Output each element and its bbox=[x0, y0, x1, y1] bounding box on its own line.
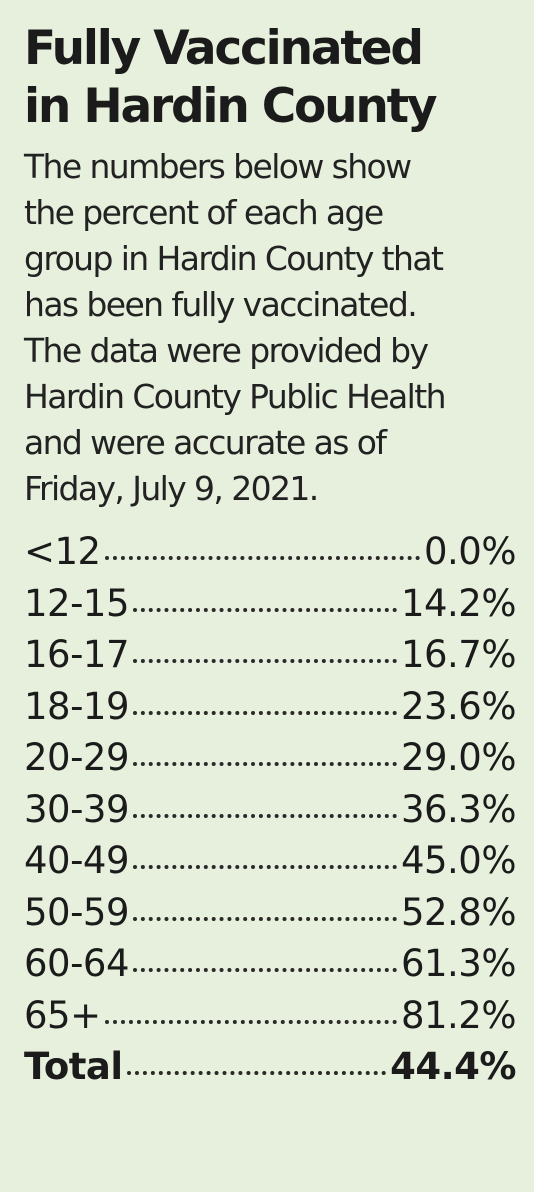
percent-value: 14.2% bbox=[400, 581, 517, 625]
intro-line: The data were provided by bbox=[24, 331, 429, 370]
total-percent-value: 44.4% bbox=[390, 1045, 516, 1088]
age-group-label: 18-19 bbox=[24, 684, 130, 728]
intro-line: group in Hardin County that bbox=[24, 239, 444, 278]
dot-leader bbox=[104, 556, 420, 560]
age-row: 16-17 16.7% bbox=[24, 633, 517, 685]
dot-leader bbox=[133, 710, 397, 715]
age-group-label: 30-39 bbox=[24, 787, 130, 831]
title-line-2: in Hardin County bbox=[24, 79, 438, 134]
age-row: 20-29 29.0% bbox=[24, 736, 517, 788]
dot-leader bbox=[133, 968, 397, 972]
dot-leader bbox=[104, 1019, 397, 1024]
infobox-title: Fully Vaccinated in Hardin County bbox=[24, 20, 516, 136]
intro-line: the percent of each age bbox=[24, 193, 384, 232]
percent-value: 61.3% bbox=[400, 942, 517, 985]
age-group-label: 12-15 bbox=[24, 581, 130, 625]
age-group-label: 16-17 bbox=[24, 633, 130, 676]
title-line-1: Fully Vaccinated bbox=[24, 21, 424, 76]
age-group-label: 40-49 bbox=[24, 839, 130, 882]
intro-line: and were accurate as of bbox=[24, 423, 387, 462]
dot-leader bbox=[133, 607, 397, 612]
percent-value: 0.0% bbox=[424, 530, 517, 573]
percent-value: 23.6% bbox=[400, 684, 517, 728]
age-row: <12 0.0% bbox=[24, 530, 517, 582]
age-row: 50-59 52.8% bbox=[24, 890, 517, 943]
intro-line: has been fully vaccinated. bbox=[24, 285, 418, 324]
age-group-label: 60-64 bbox=[24, 942, 130, 985]
age-group-label: 20-29 bbox=[24, 736, 130, 779]
age-group-list: <12 0.0% 12-15 14.2% 16-17 16.7% 18-19 2… bbox=[24, 530, 517, 1097]
age-row: 18-19 23.6% bbox=[24, 684, 517, 737]
dot-leader bbox=[126, 1071, 387, 1075]
percent-value: 16.7% bbox=[400, 633, 517, 676]
total-label: Total bbox=[24, 1045, 123, 1088]
intro-line: The numbers below show bbox=[24, 147, 412, 186]
intro-paragraph: The numbers below show the percent of ea… bbox=[24, 144, 516, 512]
percent-value: 36.3% bbox=[400, 787, 517, 831]
age-group-label: <12 bbox=[24, 530, 101, 573]
age-row: 30-39 36.3% bbox=[24, 787, 517, 840]
dot-leader bbox=[133, 865, 397, 869]
dot-leader bbox=[133, 916, 397, 921]
dot-leader bbox=[133, 659, 397, 663]
percent-value: 45.0% bbox=[400, 839, 517, 882]
dot-leader bbox=[133, 813, 397, 818]
age-row: 65+ 81.2% bbox=[24, 993, 517, 1046]
age-row: 40-49 45.0% bbox=[24, 839, 517, 891]
age-group-label: 65+ bbox=[24, 993, 101, 1037]
percent-value: 52.8% bbox=[400, 890, 517, 934]
age-row: 12-15 14.2% bbox=[24, 581, 517, 634]
total-row: Total 44.4% bbox=[24, 1045, 516, 1097]
intro-line: Hardin County Public Health bbox=[24, 377, 446, 416]
age-row: 60-64 61.3% bbox=[24, 942, 517, 994]
dot-leader bbox=[133, 762, 397, 766]
intro-line: Friday, July 9, 2021. bbox=[24, 469, 319, 508]
percent-value: 29.0% bbox=[400, 736, 517, 779]
percent-value: 81.2% bbox=[400, 993, 517, 1037]
age-group-label: 50-59 bbox=[24, 890, 130, 934]
